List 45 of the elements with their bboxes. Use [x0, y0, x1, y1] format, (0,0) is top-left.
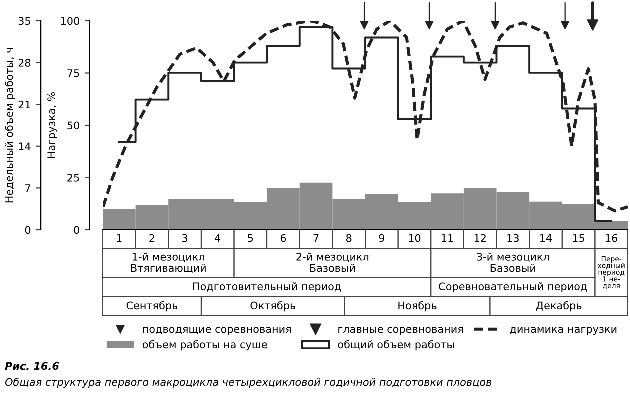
x-tick-label: 10: [409, 234, 421, 242]
text: Декабрь: [536, 301, 582, 312]
x-tick-label: 7: [314, 234, 319, 242]
y2-tick-label: 75: [68, 70, 80, 78]
y2-axis-title: Нагрузка, %: [48, 92, 58, 158]
text: 2-й мезоцикл Базовый: [296, 252, 369, 272]
x-tick-label: 4: [215, 234, 221, 242]
y-tick-label: 21: [18, 100, 30, 109]
x-tick-label: 9: [379, 234, 384, 242]
x-tick-label: 1: [117, 234, 122, 242]
y2-tick-label: 50: [68, 122, 80, 130]
y-tick-label: 14: [19, 142, 31, 150]
y2-tick-label: 0: [74, 226, 80, 234]
text: Октябрь: [250, 301, 296, 312]
legend-label: объем работы на суше: [142, 340, 268, 351]
x-tick-label: 6: [280, 234, 286, 242]
y-tick-label: 0: [25, 226, 31, 234]
legend-label: динамика нагрузки: [510, 327, 617, 336]
x-tick-label: 8: [346, 234, 352, 242]
y-axis-title: Недельный объем работы, ч: [5, 48, 16, 203]
x-tick-label: 13: [508, 234, 519, 242]
text: Ноябрь: [398, 301, 437, 312]
y2-tick-label: 100: [61, 17, 80, 26]
x-tick-label: 14: [540, 234, 552, 242]
text: Рис. 16.6: [5, 362, 60, 370]
x-tick-label: 2: [150, 234, 154, 242]
legend-label: подводящие соревнования: [143, 327, 291, 336]
y2-tick-label: 25: [68, 174, 80, 182]
y-tick-label: 28: [18, 59, 31, 67]
y-tick-label: 7: [26, 184, 30, 192]
text: 3-й мезоцикл Базовый: [477, 252, 550, 272]
text: Соревновательный период: [439, 282, 588, 293]
x-tick-label: 12: [474, 234, 486, 242]
legend-label: общий объем работы: [338, 340, 454, 351]
legend-label: главные соревнования: [338, 327, 464, 336]
x-tick-label: 15: [573, 234, 584, 242]
text: Сентябрь: [126, 301, 178, 312]
x-tick-label: 3: [182, 234, 188, 242]
x-tick-label: 5: [248, 234, 254, 242]
text: Подготовительный период: [194, 282, 342, 293]
x-tick-label: 11: [442, 234, 454, 242]
y-tick-label: 35: [18, 17, 30, 26]
text: Общая структура первого макроцикла четырехцикловой годичной подготовки пловцов: [5, 378, 492, 388]
text: 1-й мезоцикл Втягивающий: [131, 252, 206, 274]
x-tick-label: 16: [606, 234, 618, 242]
